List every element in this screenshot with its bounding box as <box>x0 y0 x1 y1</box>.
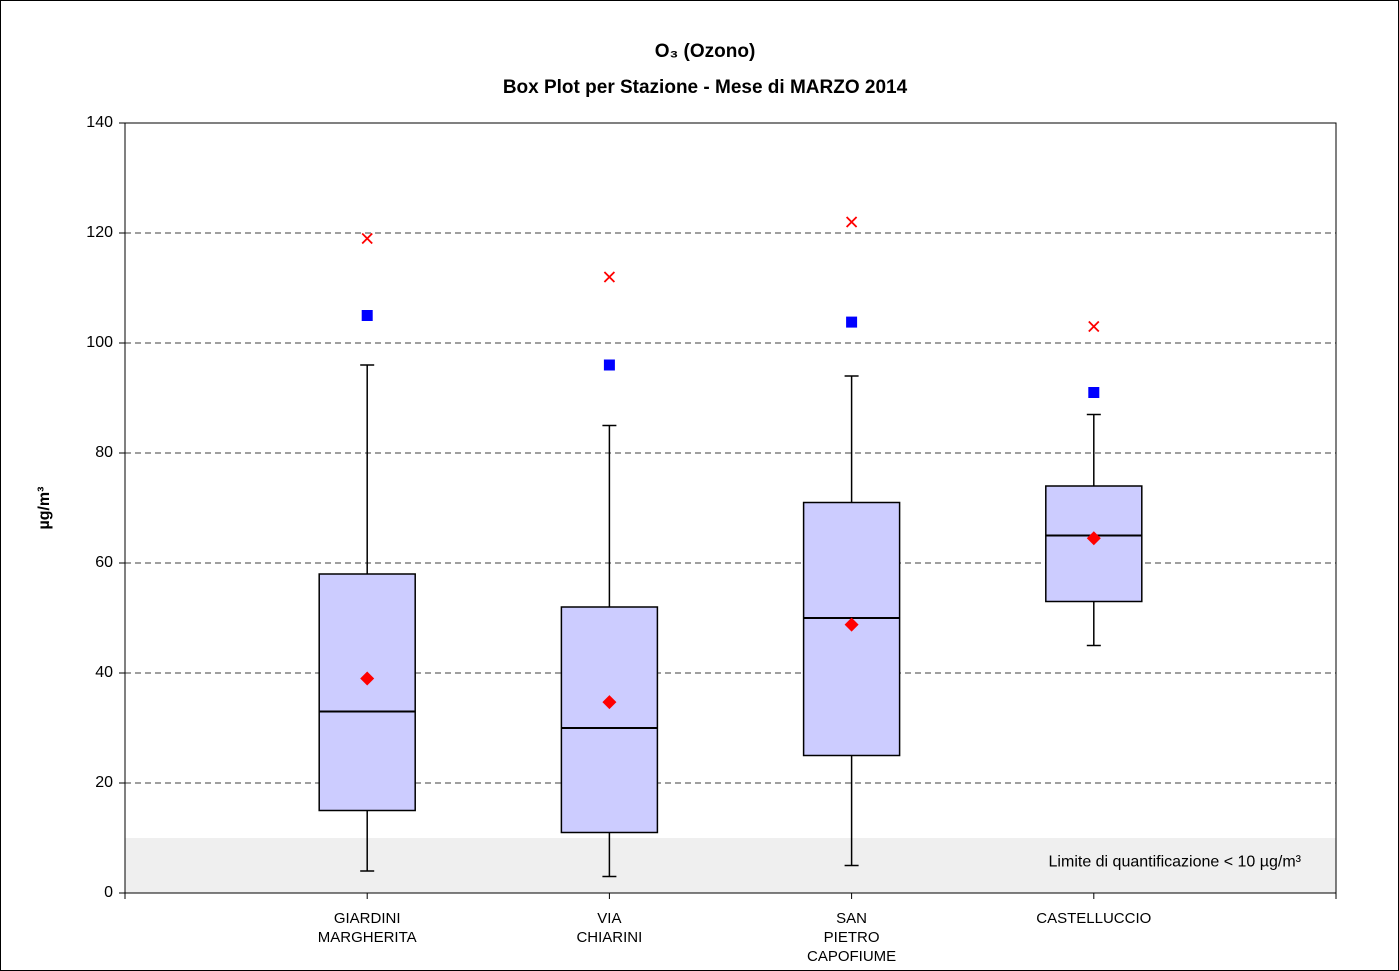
mean-marker <box>1086 531 1101 546</box>
mean-marker <box>602 695 617 710</box>
x-tick-label-line: PIETRO <box>824 929 880 946</box>
band-label: Limite di quantificazione < 10 µg/m³ <box>1049 854 1302 871</box>
y-tick-label: 80 <box>95 444 113 461</box>
x-tick-label-line: CHIARINI <box>576 929 642 946</box>
x-tick-label-line: VIA <box>597 910 621 927</box>
point-marker <box>846 316 858 328</box>
point-marker <box>603 359 615 371</box>
y-tick-label: 20 <box>95 774 113 791</box>
y-tick-label: 60 <box>95 554 113 571</box>
y-tick-label: 40 <box>95 664 113 681</box>
x-tick-label-line: SAN <box>836 910 867 927</box>
x-tick-label: SAN PIETRO CAPOFIUME <box>807 910 896 965</box>
y-tick-label: 100 <box>86 334 113 351</box>
chart-subtitle: Box Plot per Stazione - Mese di MARZO 20… <box>503 77 908 98</box>
plot-border <box>124 122 1337 894</box>
point-marker <box>603 271 616 283</box>
chart-title: O₃ (Ozono) <box>655 41 756 62</box>
y-tick-label: 120 <box>86 224 113 241</box>
x-tick-label-line: CAPOFIUME <box>807 948 896 965</box>
point-marker <box>361 232 373 245</box>
x-tick-label: CASTELLUCCIO <box>1036 910 1151 927</box>
shaded-band <box>125 838 1336 893</box>
mean-marker <box>844 617 859 632</box>
x-tick-label: GIARDINI MARGHERITA <box>318 910 417 946</box>
y-tick-label: 0 <box>104 884 113 901</box>
point-marker <box>361 310 373 321</box>
point-marker <box>1088 387 1100 398</box>
point-marker <box>845 216 858 228</box>
box <box>318 573 416 812</box>
mean-marker <box>360 671 375 686</box>
box <box>560 606 659 834</box>
x-tick-label-line: GIARDINI <box>334 910 401 927</box>
y-axis-label: µg/m³ <box>36 487 53 530</box>
point-marker <box>1088 320 1100 333</box>
y-tick-label: 140 <box>86 114 113 131</box>
x-tick-label: VIA CHIARINI <box>576 910 642 946</box>
x-tick-label-line: MARGHERITA <box>318 929 417 946</box>
x-tick-label-line: CASTELLUCCIO <box>1036 910 1151 927</box>
